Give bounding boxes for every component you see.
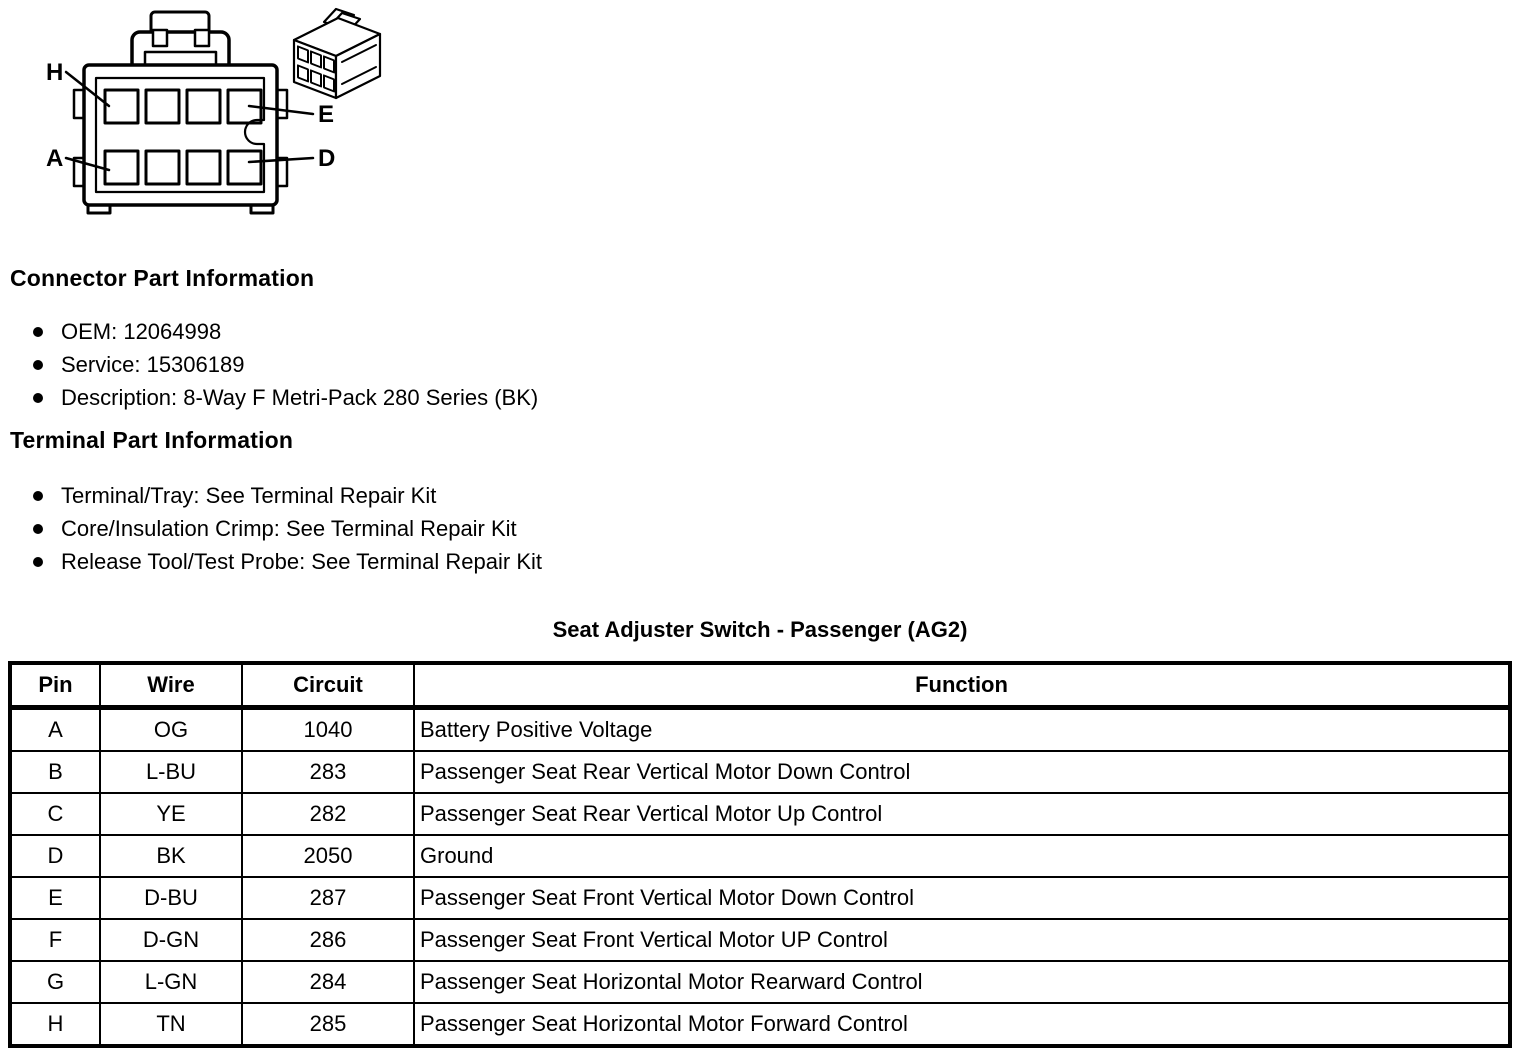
cell-pin: A [9, 706, 101, 752]
cell-wire: L-GN [99, 960, 243, 1004]
column-header-pin: Pin [9, 662, 101, 710]
pin-label-h: H [46, 59, 63, 86]
cell-wire: YE [99, 792, 243, 836]
connector-front-view [72, 10, 289, 215]
cell-function: Battery Positive Voltage [413, 706, 1511, 752]
cell-function: Passenger Seat Front Vertical Motor Down… [413, 876, 1511, 920]
table-row: H TN 285 Passenger Seat Horizontal Motor Fo… [9, 1002, 1511, 1047]
list-item: Service: 15306189 [33, 348, 538, 381]
pin-leaders [64, 70, 315, 172]
connector-part-information-heading: Connector Part Information [10, 265, 315, 291]
bullet-icon [33, 490, 43, 501]
bullet-icon [33, 359, 43, 370]
table-row: E D-BU 287 Passenger Seat Front Vertical Mo… [9, 876, 1511, 920]
bullet-icon [33, 523, 43, 534]
connector-figure: H A E D [12, 0, 412, 240]
list-item-text: Core/Insulation Crimp: See Terminal Repa… [61, 515, 517, 541]
cell-wire: D-GN [99, 918, 243, 962]
cell-circuit: 284 [241, 960, 415, 1004]
bullet-icon [33, 556, 43, 567]
cell-function: Passenger Seat Front Vertical Motor UP C… [413, 918, 1511, 962]
bullet-icon [33, 392, 43, 403]
cell-function: Passenger Seat Horizontal Motor Rearward… [413, 960, 1511, 1004]
table-row: A OG 1040 Battery Positive Voltage [9, 706, 1511, 752]
cell-circuit: 1040 [241, 706, 415, 752]
table-title: Seat Adjuster Switch - Passenger (AG2) [552, 617, 968, 642]
cell-circuit: 282 [241, 792, 415, 836]
cell-pin: C [9, 792, 101, 836]
table-row: F D-GN 286 Passenger Seat Front Vertical Mo… [9, 918, 1511, 962]
column-header-circuit: Circuit [241, 662, 415, 710]
terminal-part-information-list: Terminal/Tray: See Terminal Repair Kit C… [33, 479, 542, 578]
list-item-text: OEM: 12064998 [61, 318, 222, 344]
pinout-table-body: A OG 1040 Battery Positive Voltage B L-BU 283 P… [9, 706, 1511, 1047]
bullet-icon [33, 326, 43, 337]
cell-pin: F [9, 918, 101, 962]
table-header-row: Pin Wire Circuit Function [9, 662, 1511, 710]
cell-pin: D [9, 834, 101, 878]
table-row: B L-BU 283 Passenger Seat Rear Vertical Mot… [9, 750, 1511, 794]
list-item: Terminal/Tray: See Terminal Repair Kit [33, 479, 542, 512]
cell-function: Passenger Seat Rear Vertical Motor Up Co… [413, 792, 1511, 836]
cell-wire: TN [99, 1002, 243, 1047]
cell-wire: BK [99, 834, 243, 878]
terminal-part-information-heading: Terminal Part Information [10, 427, 294, 453]
column-header-wire: Wire [99, 662, 243, 710]
list-item: Description: 8-Way F Metri-Pack 280 Seri… [33, 381, 538, 414]
pin-label-a: A [46, 145, 63, 172]
connector-3d-view [292, 7, 382, 100]
table-row: D BK 2050 Ground [9, 834, 1511, 878]
cell-circuit: 2050 [241, 834, 415, 878]
cell-pin: E [9, 876, 101, 920]
connector-diagram-svg: H A E D [46, 7, 382, 215]
cell-circuit: 287 [241, 876, 415, 920]
pin-label-e: E [318, 101, 334, 128]
cell-function: Ground [413, 834, 1511, 878]
cell-circuit: 285 [241, 1002, 415, 1047]
list-item-text: Description: 8-Way F Metri-Pack 280 Seri… [61, 384, 539, 410]
cell-function: Passenger Seat Horizontal Motor Forward … [413, 1002, 1511, 1047]
pinout-table: Pin Wire Circuit Function A OG 1040 Battery… [8, 661, 1512, 1048]
list-item: OEM: 12064998 [33, 315, 538, 348]
list-item: Release Tool/Test Probe: See Terminal Re… [33, 545, 542, 578]
cell-function: Passenger Seat Rear Vertical Motor Down … [413, 750, 1511, 794]
table-row: G L-GN 284 Passenger Seat Horizontal Motor … [9, 960, 1511, 1004]
list-item-text: Service: 15306189 [61, 351, 245, 377]
table-row: C YE 282 Passenger Seat Rear Vertical Motor… [9, 792, 1511, 836]
pin-label-d: D [318, 145, 335, 172]
cell-pin: H [9, 1002, 101, 1047]
list-item: Core/Insulation Crimp: See Terminal Repa… [33, 512, 542, 545]
connector-part-information-list: OEM: 12064998 Service: 15306189 Descript… [33, 315, 538, 414]
cell-circuit: 286 [241, 918, 415, 962]
list-item-text: Release Tool/Test Probe: See Terminal Re… [61, 548, 542, 574]
cell-wire: OG [99, 706, 243, 752]
cell-wire: L-BU [99, 750, 243, 794]
list-item-text: Terminal/Tray: See Terminal Repair Kit [61, 482, 437, 508]
cell-wire: D-BU [99, 876, 243, 920]
cell-circuit: 283 [241, 750, 415, 794]
cell-pin: G [9, 960, 101, 1004]
cell-pin: B [9, 750, 101, 794]
column-header-function: Function [413, 662, 1511, 710]
